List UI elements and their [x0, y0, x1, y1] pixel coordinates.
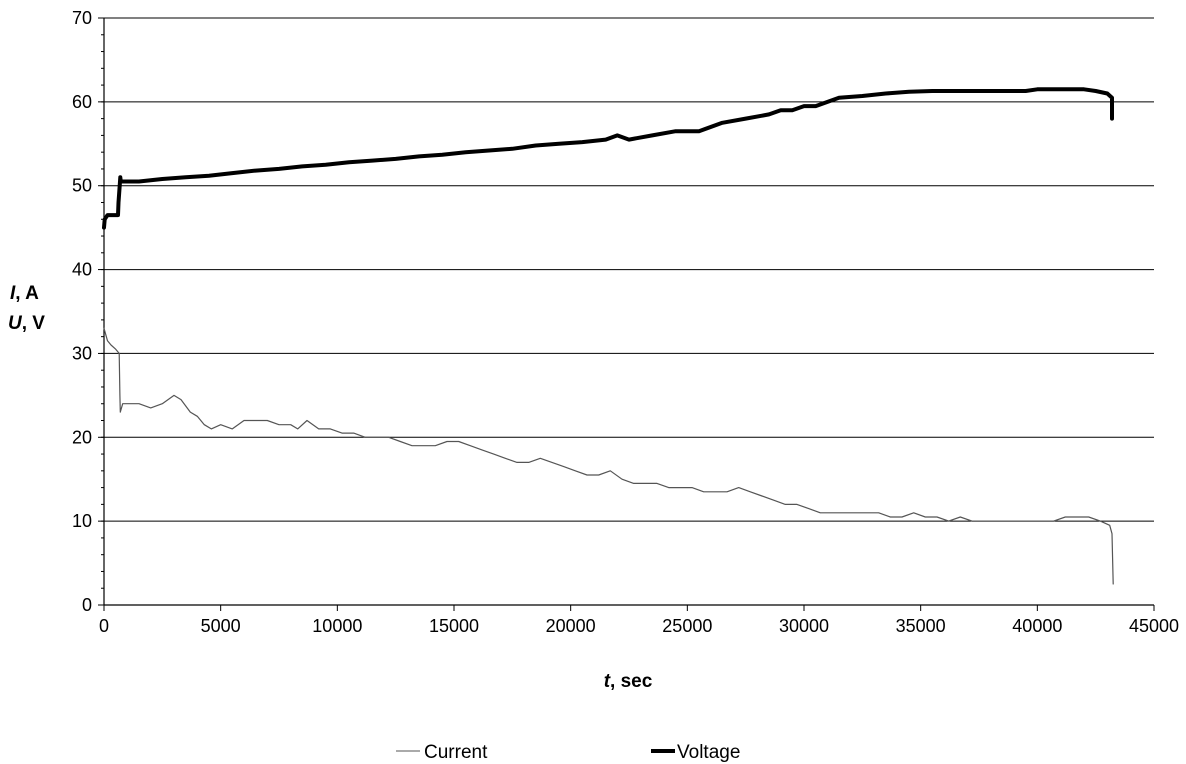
y-tick-label-7: 70	[72, 8, 92, 28]
x-tick-label-4: 20000	[546, 616, 596, 636]
x-tick-labels: 0 5000 10000 15000 20000 25000 30000 35000 40000…	[99, 616, 1179, 636]
axes	[98, 17, 1155, 611]
y-axis-var-current: I	[10, 283, 16, 304]
y-axis-title-voltage: U, V	[8, 313, 45, 334]
y-axis-var-voltage: U	[8, 313, 23, 334]
x-tick-label-3: 15000	[429, 616, 479, 636]
legend: Current Voltage	[396, 742, 740, 763]
gridlines	[104, 17, 1154, 522]
x-tick-label-6: 30000	[779, 616, 829, 636]
x-tick-label-7: 35000	[896, 616, 946, 636]
legend-label-voltage: Voltage	[677, 742, 740, 763]
plot-area	[102, 87, 1114, 585]
x-tick-label-2: 10000	[312, 616, 362, 636]
x-tick-label-1: 5000	[201, 616, 241, 636]
y-axis-title-current: I, A	[10, 283, 39, 304]
x-axis-title: t, sec	[604, 671, 653, 692]
y-tick-labels: 0 10 20 30 40 50 60 70	[72, 8, 92, 615]
y-tick-label-0: 0	[82, 595, 92, 615]
y-tick-label-4: 40	[72, 260, 92, 280]
legend-label-current: Current	[424, 742, 488, 763]
y-axis-unit-voltage: , V	[22, 313, 46, 334]
y-tick-label-3: 30	[72, 343, 92, 363]
x-axis-unit: , sec	[610, 671, 653, 692]
x-axis-var: t	[604, 671, 611, 692]
y-tick-label-5: 50	[72, 176, 92, 196]
series-line-voltage	[102, 87, 1114, 230]
x-tick-label-5: 25000	[662, 616, 712, 636]
y-axis-unit-current: , A	[15, 283, 39, 304]
series-line-current	[103, 327, 1114, 585]
y-tick-label-6: 60	[72, 92, 92, 112]
x-tick-label-8: 40000	[1012, 616, 1062, 636]
x-tick-label-9: 45000	[1129, 616, 1179, 636]
x-tick-label-0: 0	[99, 616, 109, 636]
y-tick-label-1: 10	[72, 511, 92, 531]
y-tick-label-2: 20	[72, 427, 92, 447]
